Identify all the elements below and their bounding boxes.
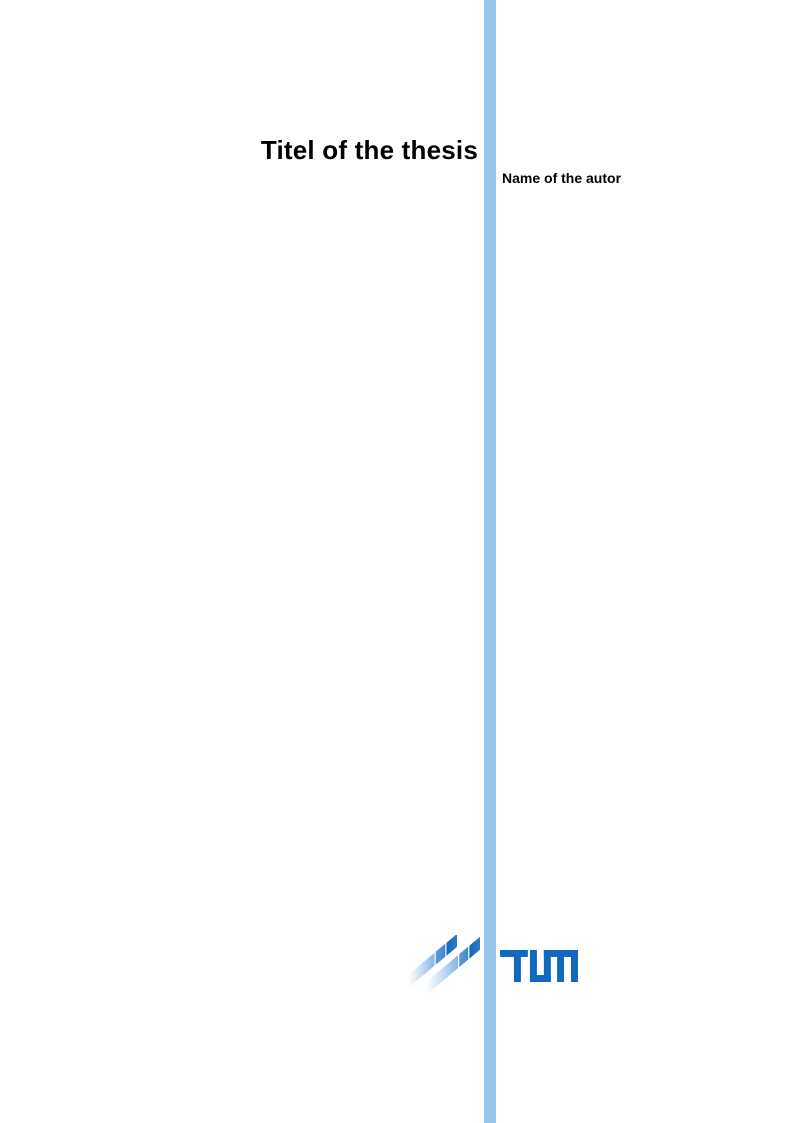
stripe-upper <box>408 935 457 988</box>
stripe-segment-fade <box>426 955 458 995</box>
stripe-segment-medium <box>459 946 469 968</box>
stripe-lower <box>426 936 481 995</box>
stripe-segment-fade <box>408 952 435 988</box>
vertical-divider-bar <box>484 0 496 1123</box>
stripe-segment-dark <box>469 936 481 959</box>
tum-logo <box>500 950 578 982</box>
stripe-segment-medium <box>435 943 446 965</box>
stripe-segment-dark <box>446 935 457 956</box>
thesis-title: Titel of the thesis <box>260 135 478 165</box>
faculty-stripes-logo <box>408 935 481 995</box>
author-name: Name of the autor <box>502 170 622 186</box>
tum-letterforms <box>500 950 578 982</box>
